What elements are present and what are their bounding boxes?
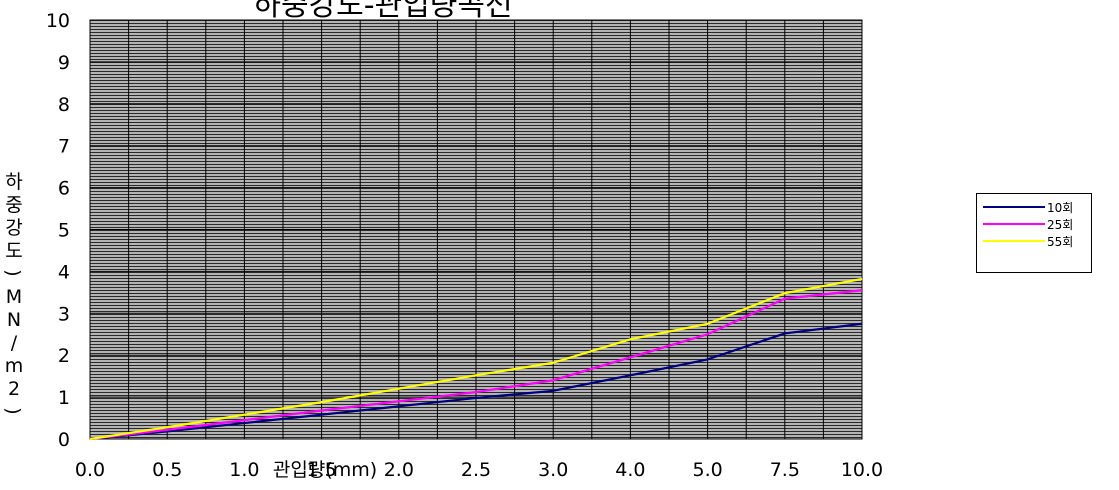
- y-tick-label: 1: [58, 387, 70, 409]
- y-axis-label-char: N: [7, 309, 21, 331]
- x-tick-label: 0.5: [152, 459, 182, 481]
- legend-label: 10회: [1047, 200, 1074, 215]
- x-axis-label: 관입량(mm): [273, 459, 377, 481]
- x-tick-label: 2.0: [384, 459, 414, 481]
- y-axis-label-char: 중: [5, 194, 22, 216]
- y-tick-label: 0: [58, 429, 70, 451]
- y-tick-label: 10: [46, 10, 70, 32]
- plot-border: [89, 19, 863, 440]
- y-axis-label-char: m: [5, 355, 24, 377]
- y-tick-label: 5: [58, 220, 70, 242]
- y-axis-label-char: 하: [5, 171, 22, 193]
- legend-item: 25회: [983, 216, 1073, 232]
- y-axis-label: 하중강도) MN/m2): [2, 171, 24, 415]
- legend-label: 25회: [1047, 217, 1074, 232]
- series-line-2: [89, 289, 863, 441]
- y-tick-label: 8: [58, 94, 70, 116]
- x-tick-label: 3.0: [538, 459, 568, 481]
- legend-swatch: [983, 223, 1045, 225]
- x-tick-label: 1.5: [306, 459, 336, 481]
- chart-title: 하중강도-관입량곡선: [253, 0, 512, 23]
- x-tick-label: 10.0: [841, 459, 883, 481]
- y-tick-label: 9: [58, 52, 70, 74]
- series-lines: [89, 277, 863, 441]
- x-tick-label: 0.0: [75, 459, 105, 481]
- x-tick-label: 2.5: [461, 459, 491, 481]
- y-tick-label: 7: [58, 136, 70, 158]
- legend: 10회 25회 55회: [976, 193, 1092, 273]
- y-tick-label: 6: [58, 178, 70, 200]
- x-tick-label: 4.0: [615, 459, 645, 481]
- y-tick-labels: 0 1 2 3 4 5 6 7 8 9 10: [46, 10, 70, 451]
- legend-item: 55회: [983, 233, 1073, 249]
- y-axis-label-char: M: [6, 286, 22, 308]
- x-tick-label: 1.0: [229, 459, 259, 481]
- legend-swatch: [983, 206, 1045, 208]
- y-axis-label-char: ): [2, 269, 24, 276]
- y-axis-label-char: ): [2, 407, 24, 414]
- x-tick-label: 7.5: [770, 459, 800, 481]
- legend-label: 55회: [1047, 234, 1074, 249]
- series-line-1: [89, 322, 863, 441]
- y-tick-label: 3: [58, 303, 70, 325]
- x-tick-label: 5.0: [692, 459, 722, 481]
- y-axis-label-char: 강: [5, 217, 22, 239]
- x-tick-labels: 0.0 0.5 1.0 1.5 2.0 2.5 3.0 4.0 5.0 7.5 10.0: [75, 459, 883, 481]
- y-tick-label: 4: [58, 261, 70, 283]
- series-line-3: [89, 277, 863, 441]
- legend-swatch: [983, 240, 1045, 242]
- y-axis-label-char: /: [11, 332, 18, 354]
- y-tick-label: 2: [58, 345, 70, 367]
- y-axis-label-char: 2: [8, 378, 20, 400]
- legend-item: 10회: [983, 199, 1073, 215]
- y-axis-label-char: 도: [5, 240, 22, 262]
